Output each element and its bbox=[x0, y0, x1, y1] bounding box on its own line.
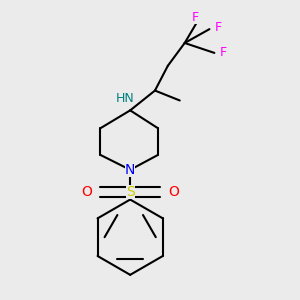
Text: F: F bbox=[214, 21, 221, 34]
Text: HN: HN bbox=[116, 92, 134, 105]
Text: F: F bbox=[219, 46, 226, 59]
Text: O: O bbox=[168, 184, 179, 199]
Text: S: S bbox=[126, 184, 135, 199]
Text: N: N bbox=[125, 163, 135, 177]
Text: O: O bbox=[82, 184, 92, 199]
Text: F: F bbox=[192, 11, 199, 24]
